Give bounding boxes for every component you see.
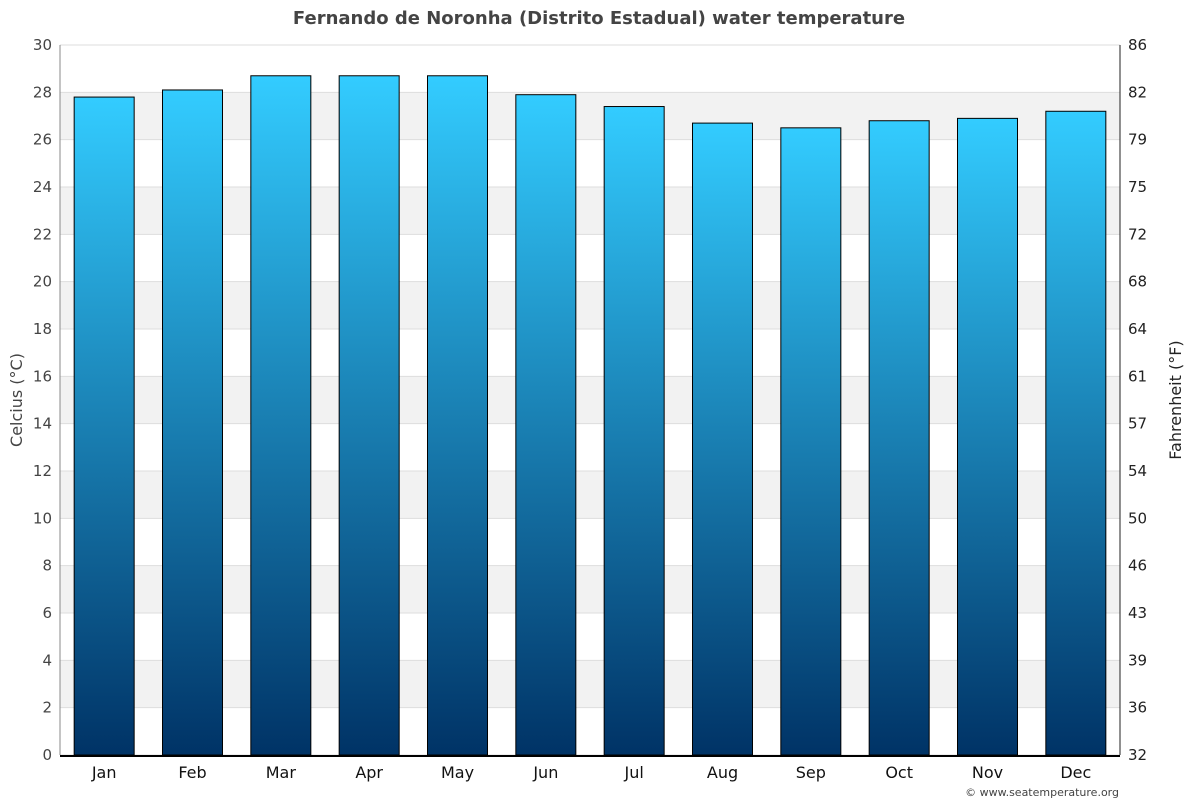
x-tick-label: Feb (178, 763, 206, 782)
x-tick-label: Jan (91, 763, 117, 782)
bar-aug (692, 122, 753, 756)
bar-may (427, 75, 488, 756)
y2-axis-label: Fahrenheit (°F) (1166, 340, 1185, 459)
y-tick-label: 6 (42, 604, 52, 622)
y2-tick-label: 64 (1128, 320, 1147, 338)
chart-title: Fernando de Noronha (Distrito Estadual) … (293, 8, 905, 29)
y-tick-label: 16 (33, 367, 52, 385)
y-tick-label: 28 (33, 83, 52, 101)
y2-tick-label: 61 (1128, 367, 1147, 385)
bar-feb (162, 89, 223, 756)
bar-jul (603, 106, 665, 756)
y-tick-label: 14 (33, 415, 52, 433)
x-tick-label: Jul (624, 763, 644, 782)
y2-tick-label: 75 (1128, 178, 1147, 196)
y-tick-label: 20 (33, 273, 52, 291)
y2-tick-label: 36 (1128, 699, 1147, 717)
y2-tick-label: 82 (1128, 83, 1147, 101)
y-tick-label: 2 (42, 699, 52, 717)
x-tick-label: Apr (355, 763, 383, 782)
y2-tick-label: 50 (1128, 509, 1147, 527)
y2-tick-label: 54 (1128, 462, 1147, 480)
x-tick-label: Dec (1060, 763, 1091, 782)
y-tick-label: 24 (33, 178, 52, 196)
y-axis-label: Celcius (°C) (7, 353, 26, 447)
bar-jan (73, 96, 135, 756)
y2-tick-label: 57 (1128, 415, 1147, 433)
bar-jun (515, 94, 577, 756)
y2-tick-label: 68 (1128, 273, 1147, 291)
x-tick-label: Nov (972, 763, 1003, 782)
y2-tick-label: 43 (1128, 604, 1147, 622)
x-tick-label: Aug (707, 763, 738, 782)
x-tick-label: Jun (532, 763, 558, 782)
x-tick-label: Mar (266, 763, 297, 782)
bar-dec (1045, 110, 1107, 756)
y-tick-label: 22 (33, 225, 52, 243)
credit: © www.seatemperature.org (965, 786, 1119, 799)
bar-mar (250, 75, 312, 756)
grid-band (60, 471, 1120, 519)
grid-band (60, 565, 1120, 613)
y-tick-label: 10 (33, 509, 52, 527)
y2-tick-label: 86 (1128, 36, 1147, 54)
x-tick-label: Sep (796, 763, 826, 782)
y-tick-label: 12 (33, 462, 52, 480)
grid-band (60, 187, 1120, 235)
grid-band (60, 281, 1120, 329)
bar-nov (957, 117, 1018, 756)
y-tick-label: 8 (42, 557, 52, 575)
y-tick-label: 0 (42, 746, 52, 764)
y2-tick-label: 39 (1128, 651, 1147, 669)
grid-band (60, 660, 1120, 708)
y-tick-label: 26 (33, 131, 52, 149)
grid-band (60, 376, 1120, 424)
grid-band (60, 92, 1120, 140)
bar-apr (338, 75, 400, 756)
bar-sep (780, 127, 842, 756)
y2-tick-label: 32 (1128, 746, 1147, 764)
y-tick-label: 4 (42, 651, 52, 669)
x-tick-label: May (441, 763, 474, 782)
y-tick-label: 18 (33, 320, 52, 338)
y2-tick-label: 79 (1128, 131, 1147, 149)
y2-tick-label: 72 (1128, 225, 1147, 243)
y2-tick-label: 46 (1128, 557, 1147, 575)
bar-oct (868, 120, 930, 756)
x-tick-label: Oct (885, 763, 913, 782)
y-tick-label: 30 (33, 36, 52, 54)
